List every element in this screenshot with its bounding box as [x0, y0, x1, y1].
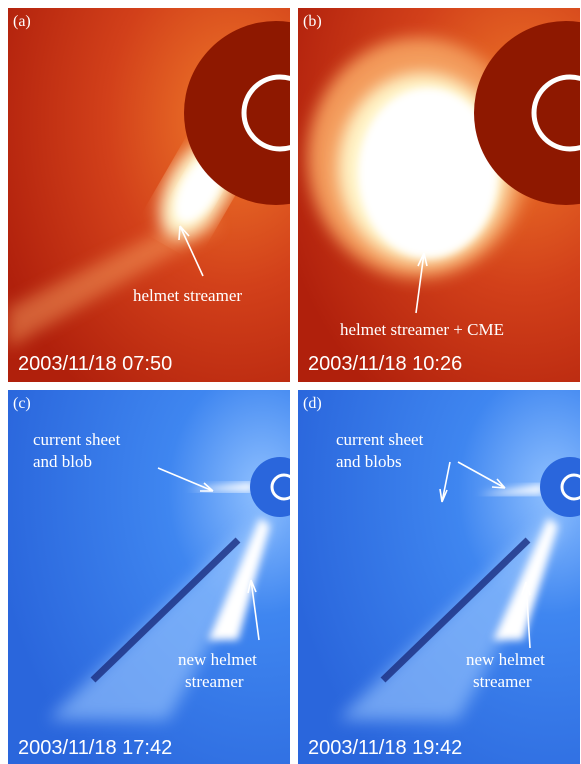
timestamp: 2003/11/18 17:42: [18, 737, 172, 759]
panel-label: (c): [13, 395, 31, 412]
panel-label: (a): [13, 13, 31, 30]
annotation: helmet streamer + CME: [340, 320, 504, 339]
annotation: new helmet streamer: [178, 650, 257, 691]
panel-label: (b): [303, 13, 322, 30]
panel-label: (d): [303, 395, 322, 412]
panel-a: (a) helmet streamer 2003/11/18 07:50: [8, 8, 290, 382]
panel-d: (d) current sheet and blobs new helmet str…: [298, 390, 580, 764]
annotation: current sheet and blobs: [336, 430, 424, 471]
timestamp: 2003/11/18 07:50: [18, 353, 172, 375]
timestamp: 2003/11/18 10:26: [308, 353, 462, 375]
annotation: current sheet and blob: [33, 430, 121, 471]
timestamp: 2003/11/18 19:42: [308, 737, 462, 759]
panel-b: (b) helmet streamer + CME 2003/11/18 10:…: [298, 8, 580, 382]
annotation: helmet streamer: [133, 286, 242, 305]
panel-c: (c) current sheet and blob new helmet stre…: [8, 390, 290, 764]
annotation: new helmet streamer: [466, 650, 545, 691]
